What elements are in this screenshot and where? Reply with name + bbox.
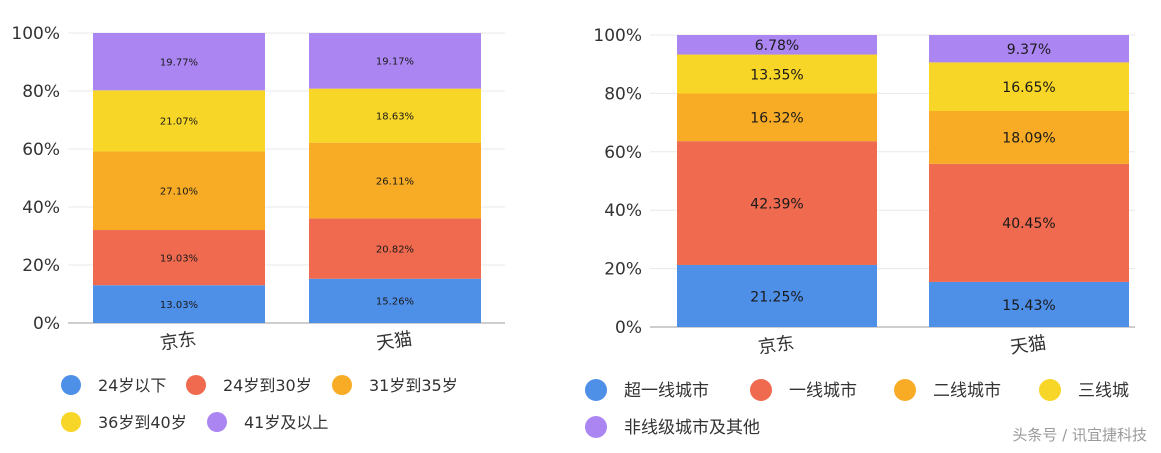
bar-segment <box>929 35 1129 63</box>
legend-swatch <box>61 375 81 395</box>
data-label: 21.25% <box>750 289 803 305</box>
legend-label: 一线城市 <box>789 381 857 401</box>
bar-segment <box>929 281 1129 327</box>
y-tick-label: 100% <box>593 26 642 46</box>
legend-swatch <box>585 379 607 401</box>
bar-segment <box>93 90 265 152</box>
legend-swatch <box>332 375 352 395</box>
legend-label: 24岁到30岁 <box>223 376 312 395</box>
y-tick-label: 0% <box>33 314 60 334</box>
legend-label: 31岁到35岁 <box>369 376 458 395</box>
legend-label: 非线级城市及其他 <box>624 418 760 438</box>
bar-segment <box>677 264 877 327</box>
data-label: 27.10% <box>160 187 198 198</box>
legend-label: 36岁到40岁 <box>98 413 187 432</box>
data-label: 18.09% <box>1002 131 1055 147</box>
legend-swatch <box>186 375 206 395</box>
data-label: 16.32% <box>750 111 803 127</box>
y-tick-label: 0% <box>615 318 642 338</box>
legend-swatch <box>894 379 916 401</box>
y-tick-label: 40% <box>604 201 642 221</box>
legend-swatch <box>1039 379 1061 401</box>
bar-segment <box>93 33 265 91</box>
category-label: 京东 <box>159 329 198 355</box>
y-tick-label: 60% <box>604 143 642 163</box>
y-tick-label: 60% <box>22 140 60 160</box>
data-label: 42.39% <box>750 196 803 212</box>
bar-segment <box>677 141 877 265</box>
legend-label: 24岁以下 <box>98 376 166 395</box>
data-label: 9.37% <box>1007 42 1051 58</box>
legend-label: 二线城市 <box>933 381 1001 401</box>
bar-segment <box>93 285 265 323</box>
bar-segment <box>93 230 265 286</box>
y-tick-label: 20% <box>604 260 642 280</box>
bar-segment <box>309 33 481 89</box>
bar-segment <box>309 142 481 219</box>
legend-swatch <box>61 412 81 432</box>
bar-segment <box>93 151 265 231</box>
y-tick-label: 20% <box>22 256 60 276</box>
data-label: 6.78% <box>755 38 799 54</box>
data-label: 20.82% <box>376 244 414 255</box>
bar-segment <box>929 163 1129 282</box>
data-label: 18.63% <box>376 111 414 122</box>
bar-segment <box>677 93 877 142</box>
legend-swatch <box>585 416 607 438</box>
data-label: 19.03% <box>160 253 198 264</box>
bar-segment <box>309 218 481 279</box>
legend-label: 41岁及以上 <box>244 413 328 432</box>
bar-segment <box>929 111 1129 164</box>
data-label: 26.11% <box>376 176 414 187</box>
category-label: 天猫 <box>1009 333 1048 359</box>
data-label: 15.43% <box>1002 298 1055 314</box>
bar-segment <box>309 278 481 323</box>
y-tick-label: 100% <box>11 24 60 44</box>
data-label: 40.45% <box>1002 216 1055 232</box>
legend-label: 超一线城市 <box>624 381 709 401</box>
data-label: 13.35% <box>750 67 803 83</box>
y-tick-label: 40% <box>22 198 60 218</box>
legend-label: 三线城 <box>1078 381 1129 401</box>
bar-segment <box>677 54 877 94</box>
data-label: 21.07% <box>160 117 198 128</box>
data-label: 19.77% <box>160 57 198 68</box>
legend-swatch <box>207 412 227 432</box>
bar-segment <box>929 62 1129 112</box>
bar-segment <box>677 35 877 55</box>
data-label: 15.26% <box>376 297 414 308</box>
legend-swatch <box>750 379 772 401</box>
category-label: 京东 <box>757 333 796 359</box>
data-label: 13.03% <box>160 300 198 311</box>
data-label: 19.17% <box>376 57 414 68</box>
data-label: 16.65% <box>1002 80 1055 96</box>
bar-segment <box>309 88 481 143</box>
watermark-text: 头条号 / 讯宜捷科技 <box>1012 426 1147 444</box>
y-tick-label: 80% <box>22 82 60 102</box>
category-label: 天猫 <box>375 329 414 355</box>
y-tick-label: 80% <box>604 84 642 104</box>
